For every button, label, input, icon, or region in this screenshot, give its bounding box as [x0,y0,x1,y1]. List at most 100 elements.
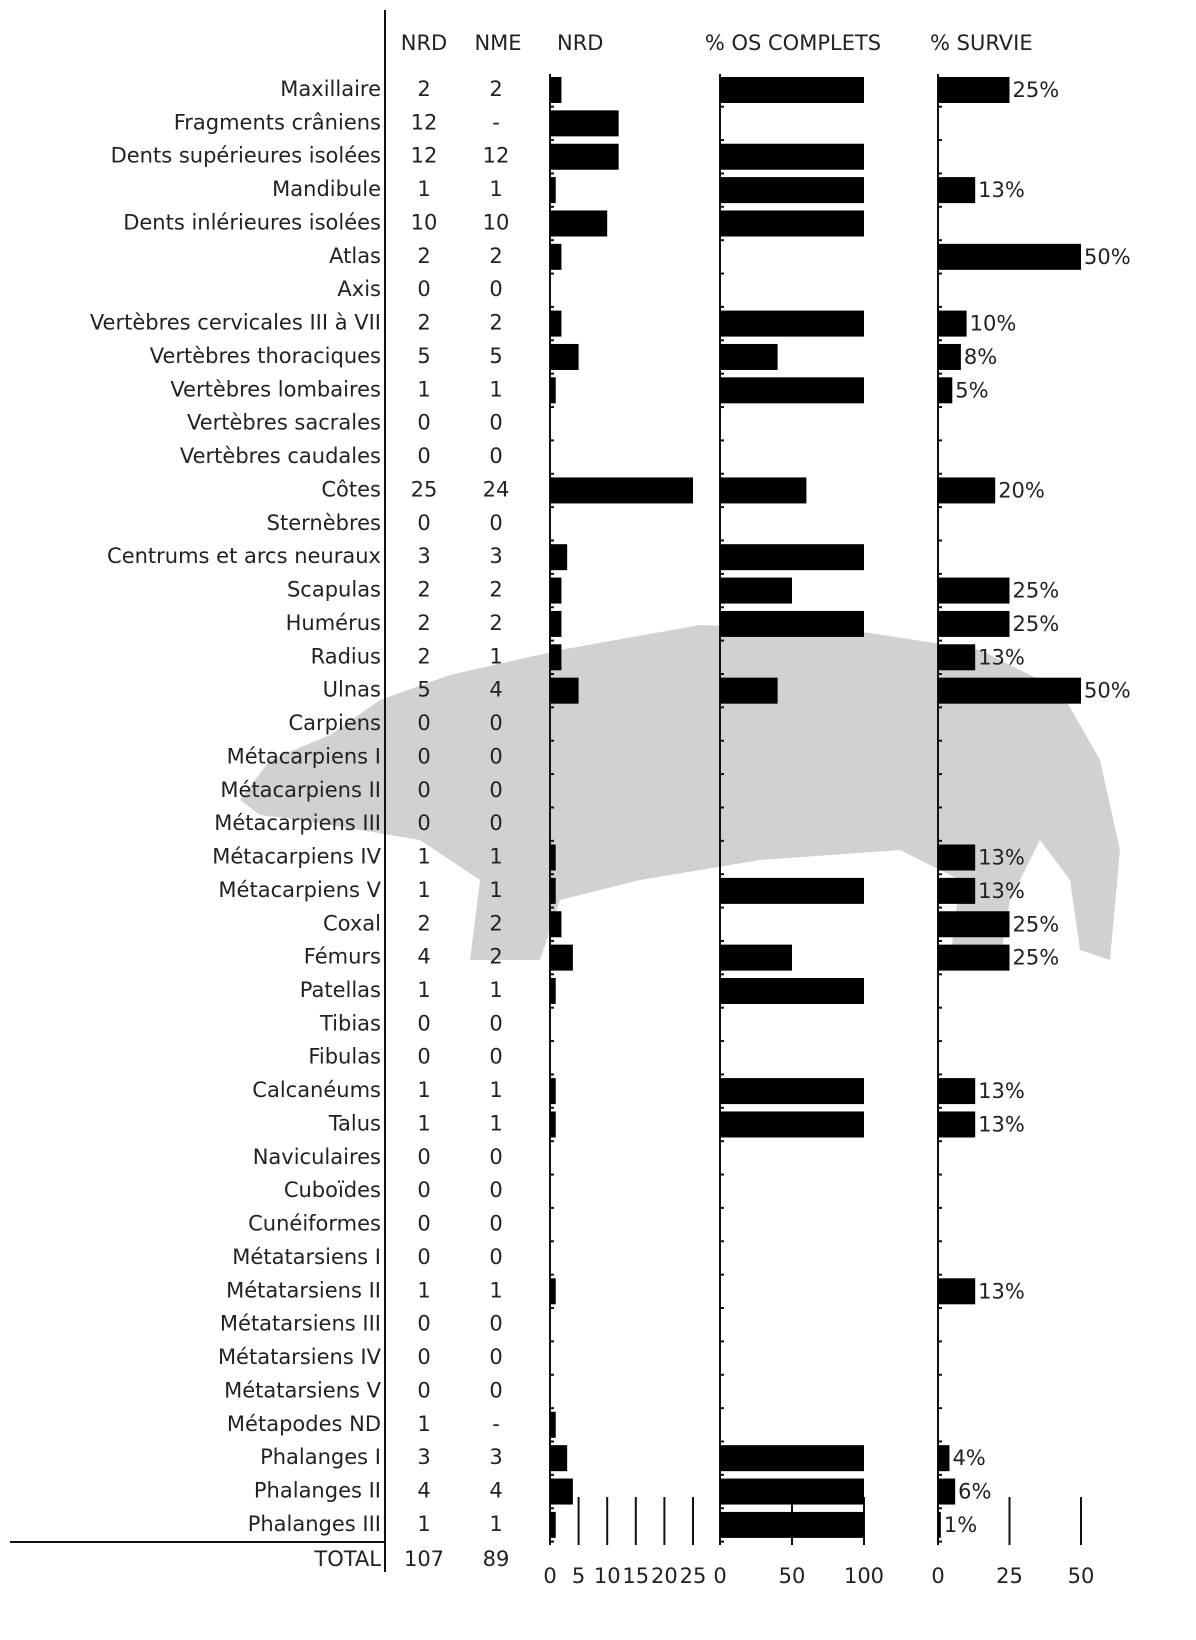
row-label: Métacarpiens II [220,778,381,802]
x-tick-label: 50 [1068,1564,1095,1588]
bar [720,477,807,504]
bar [720,610,864,637]
nrd-cell: 2 [417,311,430,335]
row-label: Tibias [319,1011,381,1035]
nme-cell: 0 [489,1045,502,1069]
bar [550,911,562,938]
nrd-cell: 2 [417,244,430,268]
nrd-cell: 10 [411,210,438,234]
nrd-cell: 0 [417,1312,430,1336]
nme-cell: 4 [489,1479,502,1503]
nme-cell: 0 [489,1212,502,1236]
bar [720,77,864,103]
bar [550,477,693,504]
value-label: 25% [1013,78,1060,102]
bar [938,577,1010,604]
bar [938,243,1081,270]
nme-cell: 24 [483,477,510,501]
x-tick-label: 5 [572,1564,585,1588]
nrd-cell: 0 [417,811,430,835]
bar [550,310,562,337]
bar [938,677,1081,704]
row-label: Fémurs [304,945,381,969]
row-label: Fibulas [308,1045,381,1069]
row-label: Radius [311,644,381,668]
nrd-cell: 1 [417,1111,430,1135]
nrd-cell: 2 [417,611,430,635]
nme-cell: 1 [489,644,502,668]
bear-silhouette [240,625,1120,960]
nrd-cell: 1 [417,1078,430,1102]
value-label: 13% [978,178,1025,202]
row-label: Cuboïdes [284,1178,381,1202]
header-nrd: NRD [401,31,447,55]
value-label: 13% [978,1079,1025,1103]
value-label: 13% [978,1279,1025,1303]
row-label: Coxal [323,911,381,935]
row-label: Calcanéums [252,1078,381,1102]
nme-cell: 0 [489,1178,502,1202]
nme-cell: 4 [489,678,502,702]
row-label: Dents inlérieures isolées [123,210,381,234]
nrd-cell: 1 [417,377,430,401]
nrd-cell: 0 [417,778,430,802]
row-label: Vertèbres thoraciques [150,344,381,368]
nrd-cell: 1 [417,878,430,902]
bar [550,343,579,370]
bar [938,1078,976,1105]
nme-cell: 0 [489,811,502,835]
nme-cell: 1 [489,845,502,869]
bar [720,977,864,1004]
total-nme: 89 [483,1547,510,1571]
bar [938,944,1010,971]
bar [938,877,976,904]
nme-cell: 1 [489,1111,502,1135]
value-label: 1% [944,1513,977,1537]
row-label: Carpiens [288,711,381,735]
bar [720,1478,864,1505]
nrd-cell: 12 [411,144,438,168]
nrd-cell: 0 [417,444,430,468]
bar [550,1445,568,1472]
chart-title: NRD [557,31,603,55]
bar [938,377,953,404]
nrd-cell: 0 [417,1145,430,1169]
bar [550,1078,556,1105]
bar [550,143,619,170]
bar [720,577,792,604]
nme-cell: 0 [489,1312,502,1336]
x-tick-label: 100 [844,1564,884,1588]
bar [938,77,1010,103]
nme-cell: 2 [489,911,502,935]
nme-cell: 0 [489,277,502,301]
row-label: Côtes [321,477,381,501]
nme-cell: 0 [489,778,502,802]
chart-title: % SURVIE [930,31,1033,55]
nme-cell: 0 [489,1011,502,1035]
nme-cell: 2 [489,945,502,969]
row-label: Ulnas [323,678,381,702]
x-tick-label: 25 [996,1564,1023,1588]
bar [550,644,562,671]
nrd-cell: 4 [417,945,430,969]
bar [720,1111,864,1138]
x-tick-label: 50 [779,1564,806,1588]
bar [720,377,864,404]
row-label: Vertèbres sacrales [187,411,381,435]
bar [550,544,568,571]
nme-cell: 5 [489,344,502,368]
nrd-cell: 2 [417,77,430,101]
row-label: Métacarpiens V [218,878,381,902]
bar [938,343,961,370]
nme-cell: 0 [489,411,502,435]
row-label: Atlas [329,244,381,268]
bar [938,1445,950,1472]
nme-cell: - [492,1412,500,1436]
nrd-cell: 3 [417,544,430,568]
nrd-cell: 0 [417,1212,430,1236]
nme-cell: 0 [489,1378,502,1402]
bar [938,177,976,204]
bar [938,1478,956,1505]
x-tick-label: 0 [713,1564,726,1588]
